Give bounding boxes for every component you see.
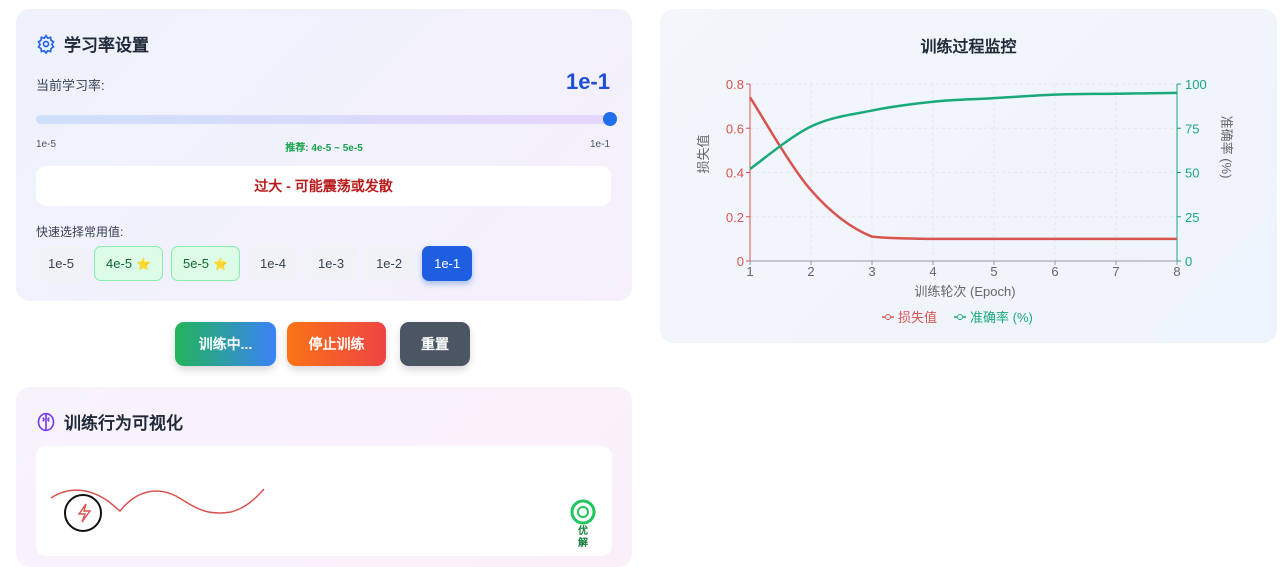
star-icon: ⭐	[136, 256, 152, 271]
target-icon	[570, 499, 596, 525]
behavior-visualization-panel: 训练行为可视化 优解	[16, 387, 632, 567]
legend-label: 准确率 (%)	[970, 310, 1033, 325]
lr-chip-4e-5[interactable]: 4e-5 ⭐	[94, 246, 164, 281]
y-right-label: 准确率 (%)	[1219, 116, 1234, 179]
training-button[interactable]: 训练中...	[175, 322, 276, 366]
chip-label: 5e-5	[183, 256, 210, 271]
series-line-accuracy	[749, 91, 1178, 170]
x-tick: 8	[1173, 264, 1180, 279]
y-left-label: 损失值	[696, 134, 711, 173]
visualization-canvas: 优解	[36, 446, 612, 556]
viz-title: 训练行为可视化	[36, 409, 183, 434]
lr-title: 学习率设置	[36, 31, 149, 56]
current-lr-label: 当前学习率:	[36, 78, 105, 93]
oscillation-path	[50, 488, 265, 514]
legend-label: 损失值	[898, 310, 937, 325]
recommend-text: 推荐: 4e-5 ~ 5e-5	[285, 143, 363, 154]
series-line-loss	[748, 96, 1177, 241]
brain-icon	[37, 412, 55, 431]
lr-status: 过大 - 可能震荡或发散	[36, 166, 611, 206]
y-left-tick: 0	[737, 254, 744, 269]
y-right-tick: 25	[1185, 210, 1199, 225]
lr-slider[interactable]	[36, 112, 617, 126]
y-right-tick: 75	[1185, 121, 1199, 136]
lr-chip-1e-2[interactable]: 1e-2	[364, 246, 415, 281]
chip-label: 1e-2	[376, 256, 403, 271]
trajectory-svg	[50, 488, 596, 532]
y-left-tick: 0.8	[726, 77, 744, 92]
lr-chip-1e-5[interactable]: 1e-5	[36, 246, 87, 281]
lr-chip-1e-4[interactable]: 1e-4	[248, 246, 299, 281]
y-left-tick: 0.2	[726, 210, 744, 225]
y-left-tick: 0.4	[726, 166, 744, 181]
chart-title: 训练过程监控	[920, 39, 1017, 56]
slider-thumb[interactable]	[603, 112, 617, 126]
slider-min: 1e-5	[36, 139, 57, 150]
legend-marker	[885, 314, 891, 320]
legend-marker	[957, 314, 963, 320]
y-right-tick: 100	[1185, 77, 1207, 92]
lr-chip-5e-5[interactable]: 5e-5 ⭐	[171, 246, 240, 281]
x-tick: 1	[746, 264, 753, 279]
lr-title-text: 学习率设置	[64, 36, 149, 55]
quick-select-label: 快速选择常用值:	[36, 225, 124, 239]
y-left-tick: 0.6	[726, 121, 744, 136]
learning-rate-panel: 学习率设置 当前学习率: 1e-1 1e-5 推荐: 4e-5 ~ 5e-5 1…	[16, 9, 632, 301]
chip-label: 1e-5	[48, 256, 75, 271]
x-tick: 2	[807, 264, 814, 279]
reset-button[interactable]: 重置	[400, 322, 470, 366]
stop-training-button[interactable]: 停止训练	[287, 322, 386, 366]
target-label: 优解	[578, 526, 588, 549]
x-axis-label: 训练轮次 (Epoch)	[914, 284, 1015, 299]
current-lr-value: 1e-1	[565, 69, 610, 94]
viz-title-text: 训练行为可视化	[64, 414, 183, 433]
lightning-icon	[64, 494, 102, 532]
gear-icon	[37, 33, 55, 54]
y-right-tick: 50	[1185, 166, 1199, 181]
x-tick: 4	[929, 264, 936, 279]
x-tick: 3	[868, 264, 875, 279]
quick-select-chips: 1e-5 4e-5 ⭐ 5e-5 ⭐ 1e-4 1e-3 1e-2 1e-1	[36, 246, 473, 281]
y-right-tick: 0	[1185, 254, 1192, 269]
lr-chip-1e-3[interactable]: 1e-3	[306, 246, 357, 281]
lr-chip-1e-1[interactable]: 1e-1	[422, 246, 473, 281]
x-tick: 6	[1051, 264, 1058, 279]
star-icon: ⭐	[213, 256, 228, 271]
chip-label: 4e-5	[106, 256, 133, 271]
training-chart: 损失值 准确率 (%) 训练轮次 (Epoch) 0 0.2 0.4 0.6 0.8 0 2…	[696, 77, 1234, 325]
x-tick: 7	[1112, 264, 1119, 279]
chip-label: 1e-4	[260, 256, 287, 271]
chip-label: 1e-1	[434, 256, 461, 271]
x-tick: 5	[990, 264, 997, 279]
slider-max: 1e-1	[589, 139, 610, 150]
chip-label: 1e-3	[318, 256, 345, 271]
training-monitor-panel: 训练过程监控 损失值 准确率 (%) 训练轮次 (Epoch) 0 0.2 0.4 0…	[660, 9, 1277, 343]
